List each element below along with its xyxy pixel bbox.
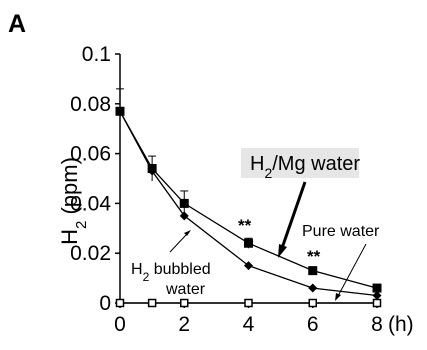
data-point bbox=[244, 298, 253, 308]
y-tick-label: 0.06 bbox=[70, 143, 111, 166]
y-tick-label: 0.08 bbox=[70, 93, 111, 116]
pure-water-label: Pure water bbox=[302, 223, 380, 240]
data-point bbox=[308, 298, 317, 308]
data-point bbox=[308, 283, 318, 293]
mg-water-arrowhead bbox=[278, 244, 287, 258]
series-line-1 bbox=[119, 110, 378, 297]
mg-water-label-box bbox=[241, 148, 359, 178]
bubbled-water-arrowhead bbox=[184, 230, 191, 236]
data-point bbox=[244, 261, 253, 271]
data-point bbox=[372, 283, 382, 293]
x-tick-label: 6 bbox=[307, 313, 319, 336]
x-tick-label: 0 bbox=[114, 313, 126, 336]
data-point bbox=[179, 198, 189, 208]
y-tick-label: 0 bbox=[99, 292, 111, 315]
x-axis-unit: (h) bbox=[388, 313, 414, 336]
y-axis-label: H2 (ppm) bbox=[57, 157, 90, 245]
data-point bbox=[179, 211, 189, 221]
data-point bbox=[147, 298, 157, 308]
y-tick-label: 0.02 bbox=[70, 242, 111, 265]
x-tick-label: 4 bbox=[243, 313, 255, 336]
data-point bbox=[147, 166, 157, 176]
significance-4h: ** bbox=[238, 216, 252, 235]
pure-water-arrow bbox=[337, 243, 367, 297]
panel-label: A bbox=[8, 10, 26, 38]
data-point bbox=[115, 106, 125, 116]
y-tick-label: 0.1 bbox=[82, 43, 111, 66]
data-point bbox=[372, 298, 382, 308]
data-point bbox=[115, 298, 125, 308]
bubbled-water-label: H2 bubbled bbox=[131, 261, 211, 284]
data-point bbox=[244, 238, 253, 248]
data-point bbox=[372, 291, 382, 301]
x-tick-label: 8 bbox=[371, 313, 383, 336]
series-line-0 bbox=[119, 110, 378, 289]
pure-water-arrowhead bbox=[335, 293, 341, 301]
data-point bbox=[180, 298, 189, 308]
y-tick-label: 0.04 bbox=[70, 192, 111, 215]
x-tick-label: 2 bbox=[178, 313, 190, 336]
mg-water-arrow bbox=[279, 181, 307, 252]
mg-water-label: H2/Mg water bbox=[250, 153, 360, 181]
significance-6h: ** bbox=[307, 247, 321, 266]
bubbled-water-label-line2: water bbox=[165, 281, 206, 298]
bubbled-water-arrow bbox=[169, 234, 187, 253]
data-point bbox=[308, 266, 318, 276]
